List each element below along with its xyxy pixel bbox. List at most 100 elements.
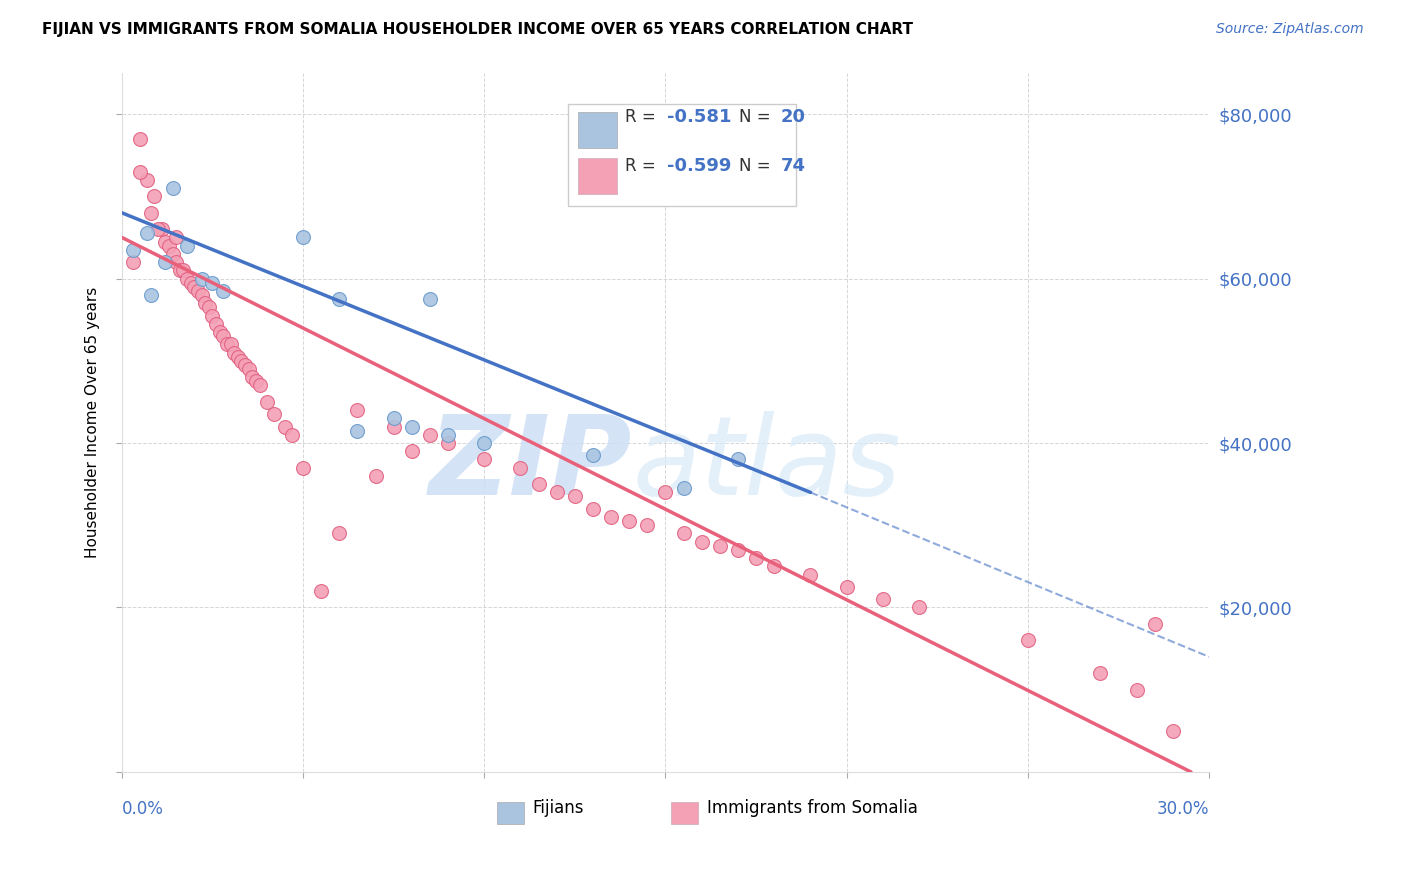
Point [143,189,166,203]
Point [231,353,253,368]
Point [180,276,202,290]
Point [263,407,285,421]
Point [233,358,256,372]
Point [382,419,405,434]
FancyBboxPatch shape [568,104,796,206]
Point [564,490,586,504]
Point [219,337,242,351]
Text: R =: R = [626,157,661,175]
FancyBboxPatch shape [496,802,524,824]
Point [709,539,731,553]
Point [129,164,152,178]
Point [309,584,332,599]
Point [346,424,368,438]
Point [908,600,931,615]
Point [162,181,184,195]
Point [672,526,695,541]
Point [636,518,658,533]
Point [835,580,858,594]
Point [208,325,231,339]
Point [245,375,267,389]
Text: Fijians: Fijians [533,798,585,816]
Point [187,284,209,298]
Point [472,436,495,450]
Text: 0.0%: 0.0% [122,800,163,818]
Point [401,444,423,458]
Point [136,173,159,187]
Point [212,329,235,343]
Point [176,271,198,285]
Text: FIJIAN VS IMMIGRANTS FROM SOMALIA HOUSEHOLDER INCOME OVER 65 YEARS CORRELATION C: FIJIAN VS IMMIGRANTS FROM SOMALIA HOUSEH… [42,22,912,37]
Point [157,238,180,252]
Point [382,411,405,425]
Point [292,460,315,475]
Point [256,395,278,409]
Point [1125,682,1147,697]
Point [139,288,162,302]
Point [546,485,568,500]
Point [249,378,271,392]
Point [183,280,205,294]
Point [129,132,152,146]
Point [799,567,821,582]
Point [672,481,695,495]
Text: Source: ZipAtlas.com: Source: ZipAtlas.com [1216,22,1364,37]
Point [654,485,676,500]
Point [1161,723,1184,738]
Point [1090,666,1112,681]
Point [172,263,194,277]
Point [582,449,605,463]
FancyBboxPatch shape [578,112,617,148]
Point [437,436,460,450]
Point [600,510,623,524]
Point [169,263,191,277]
Point [212,284,235,298]
Point [274,419,297,434]
Text: -0.581: -0.581 [666,108,731,126]
Point [146,222,169,236]
Point [292,230,315,244]
Point [165,230,187,244]
Point [582,501,605,516]
Point [238,362,260,376]
Point [224,345,246,359]
Point [619,514,641,528]
Point [162,247,184,261]
Point [872,592,894,607]
Point [745,551,768,566]
Point [1143,616,1166,631]
Point [281,427,304,442]
Text: 20: 20 [780,108,806,126]
Point [419,427,441,442]
Y-axis label: Householder Income Over 65 years: Householder Income Over 65 years [86,287,100,558]
Point [727,452,749,467]
Point [136,227,159,241]
Point [194,296,217,310]
Point [190,271,212,285]
Point [364,469,387,483]
Point [509,460,531,475]
Point [727,543,749,558]
Point [328,526,350,541]
Point [226,350,249,364]
Point [437,427,460,442]
Point [328,292,350,306]
Point [165,255,187,269]
Point [527,477,550,491]
Point [346,403,368,417]
Point [121,255,143,269]
Text: N =: N = [740,157,776,175]
Point [419,292,441,306]
Point [690,534,713,549]
Point [176,238,198,252]
Point [1017,633,1039,648]
Text: -0.599: -0.599 [666,157,731,175]
Point [205,317,228,331]
Text: 30.0%: 30.0% [1157,800,1209,818]
Point [201,276,224,290]
Point [240,370,263,384]
Text: N =: N = [740,108,776,126]
Text: 74: 74 [780,157,806,175]
Point [155,235,177,249]
Text: R =: R = [626,108,661,126]
